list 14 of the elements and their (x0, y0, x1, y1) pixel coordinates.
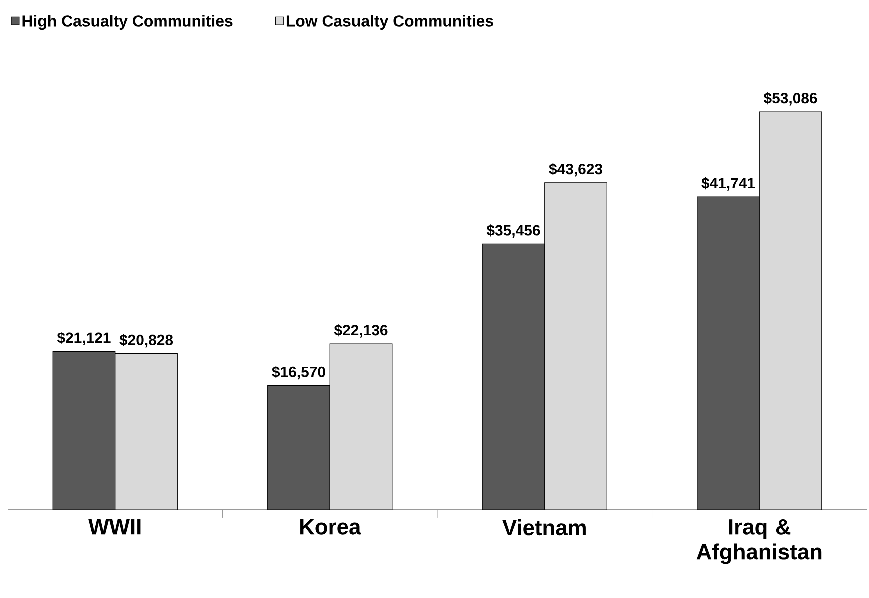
data-label: $43,623 (549, 163, 602, 177)
data-label: $35,456 (486, 224, 540, 238)
data-label: $20,828 (120, 334, 174, 348)
x-tick-label: Iraq & Afghanistan (696, 520, 822, 564)
x-tick-label: WWII (88, 520, 141, 535)
legend-label: Low Casualty Communities (286, 15, 494, 30)
data-label: $22,136 (334, 324, 388, 338)
data-label: $41,741 (702, 177, 756, 191)
legend-label: High Casualty Communities (22, 15, 233, 30)
data-label: $21,121 (57, 332, 111, 346)
x-tick-label: Korea (300, 520, 362, 535)
data-label: $16,570 (272, 366, 326, 380)
x-tick-label: Vietnam (502, 520, 586, 536)
data-label: $53,086 (764, 92, 818, 106)
